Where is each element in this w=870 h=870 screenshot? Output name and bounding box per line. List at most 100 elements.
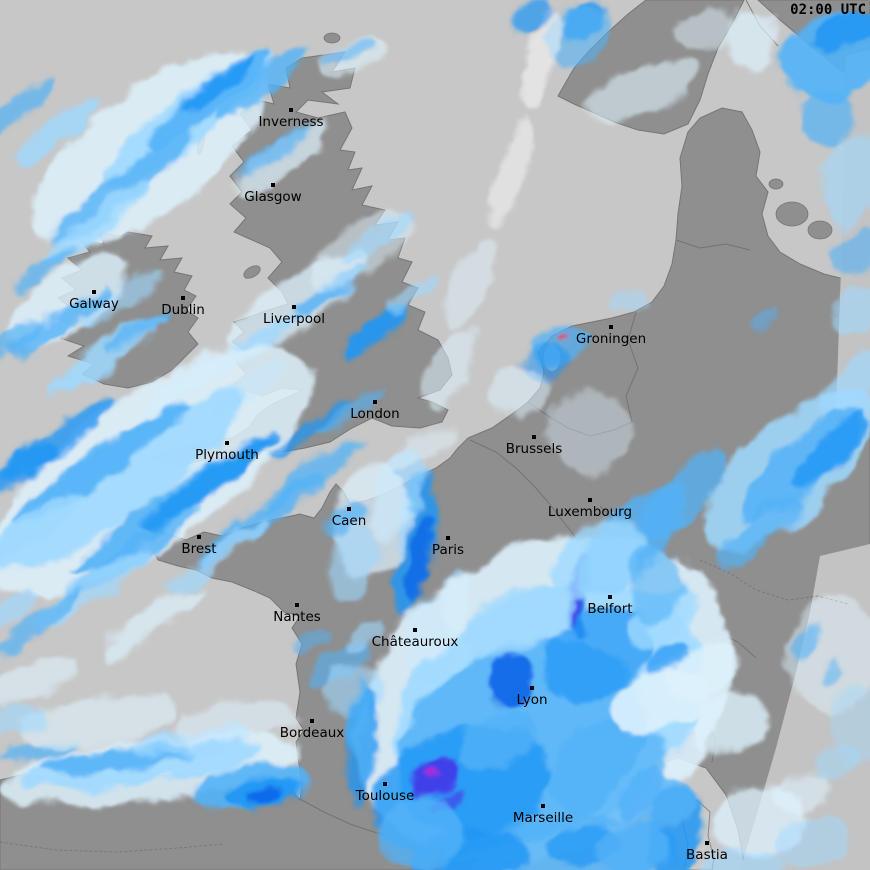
city-label: Brest [181,541,216,557]
city-label: Bordeaux [280,725,345,741]
precip-cell [749,312,775,332]
precip-cell [0,592,82,652]
precip-cell [0,78,55,132]
precip-cell [488,654,532,710]
precip-cell [412,757,460,795]
precip-cell [324,40,372,68]
city-dot-icon [292,305,296,309]
city-marker-caen: Caen [332,507,367,529]
orkney-islands [323,32,341,44]
city-dot-icon [373,400,377,404]
city-marker-luxembourg: Luxembourg [548,498,632,520]
isle-of-man [243,265,261,279]
precip-cell [787,592,870,712]
city-marker-toulouse: Toulouse [355,782,414,804]
city-label: Châteauroux [372,634,459,650]
precip-cell [821,135,870,225]
city-marker-brest: Brest [181,535,217,557]
precip-cell [384,425,456,471]
city-dot-icon [609,325,613,329]
precip-cell [170,519,270,591]
city-marker-châteauroux: Châteauroux [372,628,459,650]
city-marker-galway: Galway [69,290,119,312]
precip-cell [9,400,191,530]
precip-cell [721,496,799,568]
city-label: Luxembourg [548,504,632,520]
precip-cell [772,772,832,812]
danish-island-small [768,178,784,190]
precip-cell [347,678,369,758]
city-label: Inverness [258,114,323,130]
city-label: Lyon [516,692,547,708]
city-dot-icon [541,804,545,808]
city-dot-icon [383,782,387,786]
precip-cell [422,330,474,414]
city-dot-icon [446,536,450,540]
precip-cell [638,448,730,540]
precip-cell [630,545,680,625]
city-label: Plymouth [195,447,259,463]
city-marker-london: London [350,400,400,422]
precip-cell [39,180,151,270]
danish-island-funen [807,220,833,240]
precip-cell [490,367,550,417]
city-label: Dublin [161,302,205,318]
city-label: Caen [332,513,367,529]
precip-cell [181,54,255,114]
precip-cell [554,519,646,601]
city-label: Nantes [273,609,321,625]
precip-cell [823,660,841,684]
city-dot-icon [92,290,96,294]
city-marker-marseille: Marseille [513,804,573,826]
city-dot-icon [532,435,536,439]
city-marker-brussels: Brussels [506,435,562,457]
precip-cell [448,235,496,329]
precip-cell [811,7,870,53]
precip-cell [726,10,778,70]
city-label: Groningen [576,331,646,347]
city-dot-icon [413,628,417,632]
precip-cell [236,115,334,195]
precip-cell [592,827,672,870]
precip-cell [582,60,698,124]
precip-cell [0,657,78,707]
city-marker-nantes: Nantes [273,603,321,625]
city-dot-icon [588,498,592,502]
border-spain-inner [0,841,225,853]
precip-cell [380,794,460,870]
city-marker-inverness: Inverness [258,108,324,130]
timestamp: 02:00 UTC [790,2,866,18]
precip-cell [832,230,870,274]
precip-cell [214,45,310,123]
city-layer: Inverness Glasgow Galway Dublin Liverpool Lon… [69,108,728,863]
precip-cell [342,208,418,264]
precip-cell [15,695,175,749]
precip-cell [831,285,870,339]
precip-cell [318,388,386,436]
precip-cell [540,5,612,67]
city-dot-icon [289,108,293,112]
city-marker-glasgow: Glasgow [244,183,302,205]
city-label: Paris [432,542,464,558]
precip-cell [544,606,656,698]
precip-cell [522,12,558,112]
precip-cell [241,118,315,178]
city-dot-icon [181,296,185,300]
precip-cell [460,713,536,771]
city-marker-dublin: Dublin [161,296,205,318]
precip-cell [546,392,630,472]
city-marker-liverpool: Liverpool [263,305,325,327]
city-marker-belfort: Belfort [587,595,633,617]
precip-cell [144,433,276,527]
precip-cell [390,276,440,314]
city-label: London [350,406,400,422]
border-dk-de [675,239,751,251]
precip-cell [793,414,870,486]
danish-island-zealand [775,201,809,227]
city-dot-icon [530,686,534,690]
precip-cell [691,690,769,754]
precip-cell [793,622,819,662]
